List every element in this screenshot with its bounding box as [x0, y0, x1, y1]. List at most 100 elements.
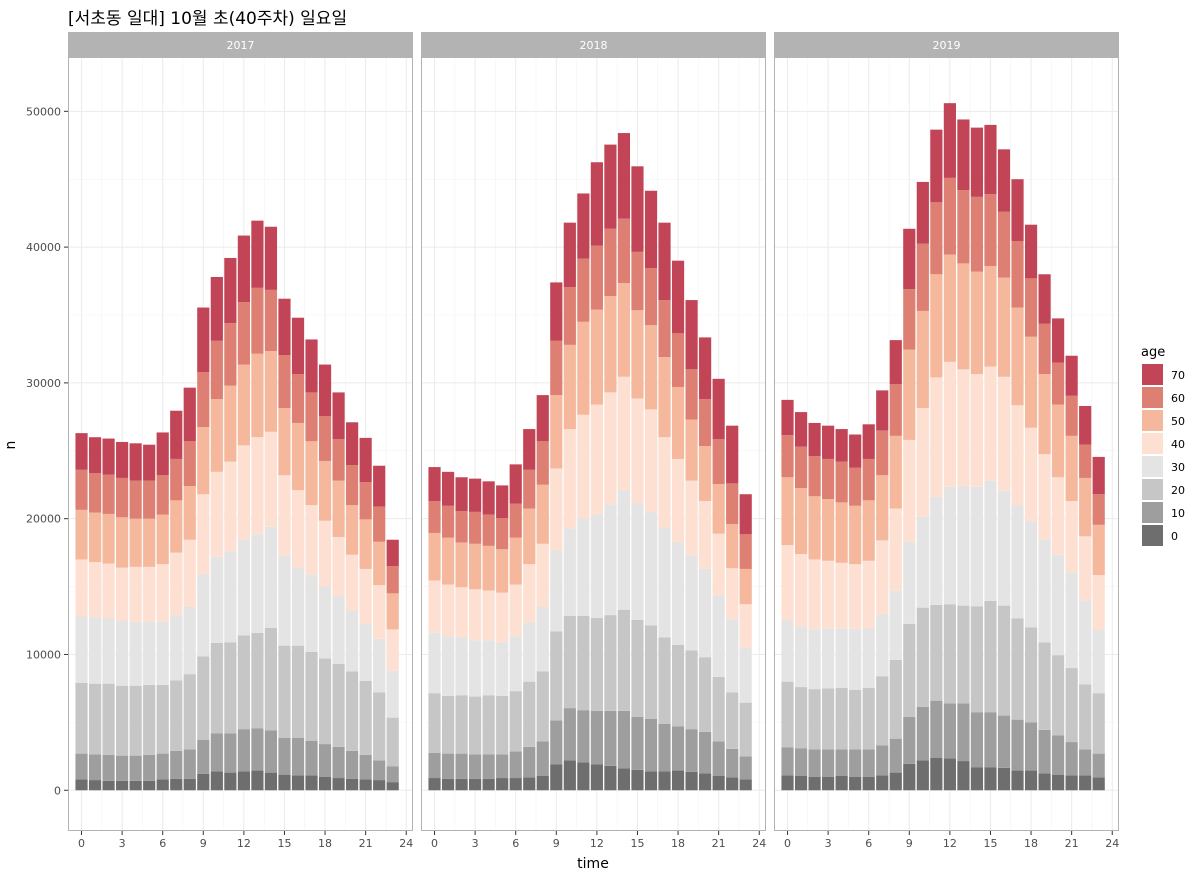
x-tick-label: 24	[1105, 837, 1119, 850]
x-tick-label: 15	[983, 837, 997, 850]
bar-segment-age-0	[251, 770, 264, 791]
bar-segment-age-50	[658, 357, 671, 438]
bar-segment-age-70	[536, 395, 549, 442]
bar-segment-age-0	[386, 782, 399, 791]
bar-segment-age-30	[386, 670, 399, 718]
bar-segment-age-0	[496, 778, 509, 791]
bar-segment-age-70	[617, 133, 631, 219]
bar-segment-age-30	[781, 620, 794, 682]
bar-segment-age-0	[631, 769, 644, 791]
bar-segment-age-0	[536, 776, 549, 791]
bar-segment-age-10	[903, 716, 916, 764]
bar-segment-age-10	[930, 700, 943, 758]
bar-segment-age-0	[1092, 777, 1105, 791]
bar-segment-age-70	[264, 226, 278, 290]
bar-segment-age-70	[1011, 179, 1024, 241]
bar-segment-age-50	[523, 508, 536, 565]
bar-segment-age-50	[903, 349, 916, 440]
bar-segment-age-20	[889, 659, 902, 739]
bar-segment-age-0	[332, 778, 345, 791]
bar-segment-age-30	[1011, 505, 1024, 619]
bar-segment-age-40	[116, 567, 129, 621]
y-tick-label: 10000	[26, 648, 61, 661]
bar-segment-age-40	[685, 480, 698, 556]
bar-segment-age-10	[604, 710, 617, 766]
bar-segment-age-70	[156, 432, 169, 476]
bar-segment-age-70	[903, 228, 916, 290]
bar-segment-age-70	[278, 298, 291, 356]
legend-label: 40	[1171, 438, 1185, 451]
bar-segment-age-40	[671, 458, 685, 543]
bar-segment-age-10	[943, 703, 956, 759]
facet-strip-label: 2018	[580, 39, 608, 52]
bar-segment-age-50	[685, 419, 698, 481]
bar-segment-age-50	[197, 427, 210, 495]
bar-segment-age-10	[849, 749, 862, 777]
bar-segment-age-60	[563, 287, 576, 345]
bar-segment-age-40	[386, 629, 399, 671]
bar-segment-age-30	[237, 539, 250, 636]
bar-segment-age-40	[889, 508, 902, 591]
bar-segment-age-20	[685, 650, 698, 730]
bar-segment-age-60	[739, 534, 752, 569]
bar-segment-age-50	[455, 542, 468, 588]
bar-segment-age-0	[224, 772, 237, 791]
bar-segment-age-10	[318, 744, 332, 777]
bar-segment-age-70	[849, 434, 862, 468]
bar-segment-age-0	[482, 778, 495, 791]
bar-segment-age-30	[876, 614, 889, 677]
x-axes: 0 3 6 9 12 15 18 21 24 0 3 6 9 12 15 18 21 24 0 3 6 9 12 15 18 21…	[78, 831, 1119, 850]
bar-segment-age-60	[590, 245, 603, 310]
bar-segment-age-20	[699, 657, 712, 732]
bar-segment-age-0	[970, 767, 984, 791]
facet-strip	[421, 32, 766, 57]
legend-swatch-30	[1142, 456, 1163, 477]
bar-segment-age-10	[156, 753, 169, 780]
bar-segment-age-60	[332, 439, 345, 481]
bar-segment-age-40	[469, 589, 482, 641]
legend-swatch-40	[1142, 433, 1163, 454]
bar-segment-age-40	[359, 568, 372, 624]
bar-segment-age-60	[930, 202, 943, 275]
bar-segment-age-30	[712, 595, 725, 677]
bar-segment-age-20	[726, 692, 739, 749]
bar-segment-age-50	[170, 500, 183, 553]
bar-segment-age-0	[862, 776, 875, 791]
bar-segment-age-60	[129, 480, 142, 519]
bar-segment-age-10	[170, 750, 183, 779]
bar-segment-age-30	[305, 574, 318, 652]
bar-segment-age-60	[1024, 278, 1038, 337]
bar-segment-age-0	[75, 779, 88, 791]
bar-segment-age-50	[862, 500, 875, 561]
bar-segment-age-40	[822, 560, 835, 629]
bar-segment-age-10	[1092, 753, 1105, 778]
bar-segment-age-20	[536, 671, 549, 742]
bar-segment-age-70	[116, 441, 129, 478]
bar-segment-age-30	[957, 486, 970, 606]
bar-segment-age-50	[984, 266, 997, 367]
bar-segment-age-50	[305, 441, 318, 506]
bar-segment-age-0	[930, 757, 943, 791]
bar-segment-age-10	[210, 733, 223, 772]
facet-strip-label: 2017	[227, 39, 255, 52]
bar-segment-age-50	[712, 484, 725, 534]
bar-segment-age-20	[386, 717, 399, 767]
bar-segment-age-30	[849, 628, 862, 690]
bar-segment-age-60	[346, 465, 359, 506]
bar-segment-age-20	[862, 687, 875, 750]
bar-segment-age-20	[658, 637, 671, 724]
bar-segment-age-70	[170, 410, 183, 459]
bar-segment-age-30	[523, 622, 536, 682]
bar-segment-age-60	[1011, 240, 1024, 308]
panel-2019: 2019	[774, 32, 1119, 831]
bar-segment-age-70	[577, 193, 590, 259]
bar-segment-age-10	[129, 755, 142, 781]
bar-segment-age-70	[781, 399, 794, 436]
bar-segment-age-0	[943, 758, 956, 791]
bar-segment-age-40	[1092, 575, 1105, 631]
bar-segment-age-10	[291, 737, 305, 776]
bar-segment-age-30	[332, 596, 345, 664]
bar-segment-age-40	[577, 414, 590, 519]
bar-segment-age-0	[604, 765, 617, 791]
facet-strip	[68, 32, 413, 57]
